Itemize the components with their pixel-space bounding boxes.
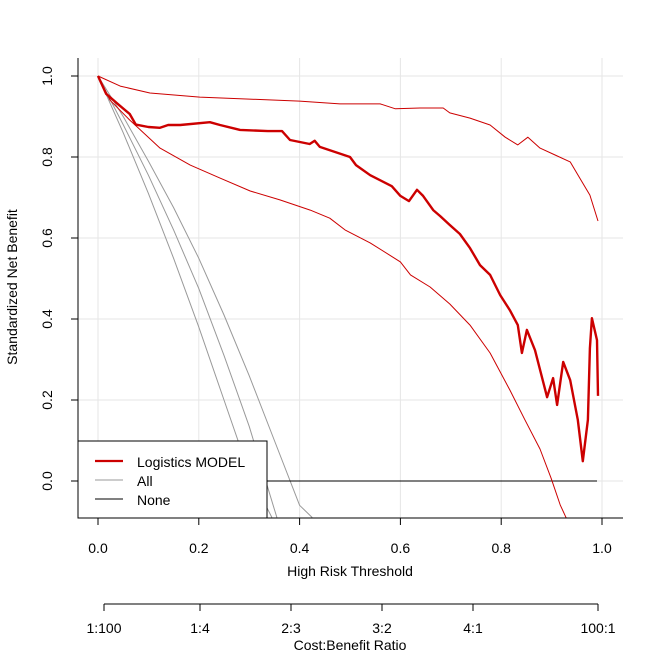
y-tick-label: 0.2 — [39, 390, 55, 410]
secondary-tick-label: 2:3 — [281, 620, 301, 636]
secondary-axis-label: Cost:Benefit Ratio — [294, 637, 407, 653]
legend-label-none: None — [137, 492, 171, 508]
secondary-tick-label: 4:1 — [463, 620, 483, 636]
y-axis-label: Standardized Net Benefit — [4, 209, 20, 365]
series-logistics-model-upper-ci — [97, 75, 599, 222]
y-tick-label: 0.4 — [39, 309, 55, 329]
y-tick-label: 0.6 — [39, 228, 55, 248]
series-all — [97, 75, 313, 518]
x-tick-label: 0.6 — [391, 540, 411, 556]
y-tick-label: 0.0 — [39, 471, 55, 491]
y-tick-label: 0.8 — [39, 147, 55, 167]
x-axis-ticks: 0.0 0.2 0.4 0.6 0.8 1.0 — [88, 518, 612, 556]
x-axis-label: High Risk Threshold — [287, 563, 413, 579]
secondary-axis-ticks: 1:100 1:4 2:3 3:2 4:1 100:1 — [86, 604, 616, 636]
legend: Logistics MODEL All None — [77, 440, 268, 519]
series-logistics-model-lower-ci — [97, 75, 567, 518]
legend-label-model: Logistics MODEL — [137, 454, 245, 470]
x-tick-label: 1.0 — [592, 540, 612, 556]
y-tick-label: 1.0 — [39, 66, 55, 86]
secondary-tick-label: 1:4 — [190, 620, 210, 636]
x-tick-label: 0.2 — [189, 540, 209, 556]
legend-label-all: All — [137, 473, 153, 489]
x-tick-label: 0.4 — [290, 540, 310, 556]
secondary-tick-label: 100:1 — [580, 620, 615, 636]
series-logistics-model — [96, 75, 600, 463]
y-axis-ticks: 0.0 0.2 0.4 0.6 0.8 1.0 — [39, 66, 78, 491]
x-tick-label: 0.0 — [88, 540, 108, 556]
secondary-tick-label: 3:2 — [372, 620, 392, 636]
x-tick-label: 0.8 — [491, 540, 511, 556]
secondary-tick-label: 1:100 — [86, 620, 121, 636]
